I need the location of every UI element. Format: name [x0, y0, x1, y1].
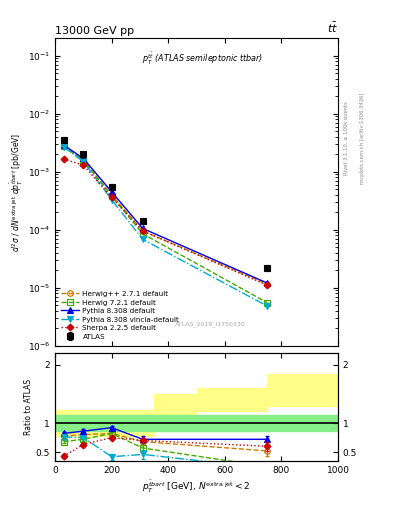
- Herwig 7.2.1 default: [265, 300, 270, 306]
- Pythia 8.308 vincia-default: [109, 197, 114, 203]
- Text: Rivet 3.1.10, ≥ 100k events: Rivet 3.1.10, ≥ 100k events: [344, 101, 349, 175]
- Text: 13000 GeV pp: 13000 GeV pp: [55, 26, 134, 36]
- Herwig 7.2.1 default: [140, 231, 145, 237]
- Herwig++ 2.7.1 default: [61, 143, 66, 149]
- Sherpa 2.2.5 default: [61, 156, 66, 162]
- Sherpa 2.2.5 default: [140, 228, 145, 234]
- Text: mcplots.cern.ch [arXiv:1306.3436]: mcplots.cern.ch [arXiv:1306.3436]: [360, 93, 365, 184]
- Line: Herwig++ 2.7.1 default: Herwig++ 2.7.1 default: [61, 143, 270, 287]
- Y-axis label: $d^2\sigma\ /\ dN^\mathsf{extra\ jet}\ dp_T^{\bar{t}bar{t}}$ [pb/GeV]: $d^2\sigma\ /\ dN^\mathsf{extra\ jet}\ d…: [9, 133, 25, 251]
- Herwig++ 2.7.1 default: [81, 157, 86, 163]
- Pythia 8.308 default: [61, 142, 66, 148]
- Herwig++ 2.7.1 default: [140, 228, 145, 234]
- Sherpa 2.2.5 default: [81, 162, 86, 168]
- Pythia 8.308 vincia-default: [61, 144, 66, 150]
- Line: Pythia 8.308 vincia-default: Pythia 8.308 vincia-default: [61, 144, 270, 309]
- Pythia 8.308 default: [265, 280, 270, 286]
- Pythia 8.308 vincia-default: [140, 237, 145, 243]
- Pythia 8.308 vincia-default: [81, 159, 86, 165]
- Herwig 7.2.1 default: [109, 193, 114, 199]
- Text: $t\bar{t}$: $t\bar{t}$: [327, 21, 338, 35]
- Legend: Herwig++ 2.7.1 default, Herwig 7.2.1 default, Pythia 8.308 default, Pythia 8.308: Herwig++ 2.7.1 default, Herwig 7.2.1 def…: [59, 288, 182, 342]
- Herwig 7.2.1 default: [61, 143, 66, 150]
- Herwig++ 2.7.1 default: [109, 191, 114, 198]
- Line: Herwig 7.2.1 default: Herwig 7.2.1 default: [61, 143, 270, 306]
- Line: Sherpa 2.2.5 default: Sherpa 2.2.5 default: [61, 157, 270, 288]
- Pythia 8.308 default: [109, 189, 114, 195]
- Pythia 8.308 vincia-default: [265, 303, 270, 309]
- Herwig 7.2.1 default: [81, 158, 86, 164]
- Pythia 8.308 default: [81, 155, 86, 161]
- Line: Pythia 8.308 default: Pythia 8.308 default: [61, 142, 270, 286]
- Text: ATLAS_2019_I1750330: ATLAS_2019_I1750330: [175, 322, 246, 327]
- X-axis label: $p_T^{\bar{t}bar{t}}$ [GeV], $N^{\mathsf{extra\ jet}} < 2$: $p_T^{\bar{t}bar{t}}$ [GeV], $N^{\mathsf…: [142, 479, 251, 495]
- Sherpa 2.2.5 default: [109, 195, 114, 201]
- Text: $p_T^{t\bar{t}}$ (ATLAS semileptonic ttbar): $p_T^{t\bar{t}}$ (ATLAS semileptonic ttb…: [141, 51, 263, 67]
- Pythia 8.308 default: [140, 225, 145, 231]
- Sherpa 2.2.5 default: [265, 282, 270, 288]
- Y-axis label: Ratio to ATLAS: Ratio to ATLAS: [24, 379, 33, 435]
- Herwig++ 2.7.1 default: [265, 281, 270, 287]
